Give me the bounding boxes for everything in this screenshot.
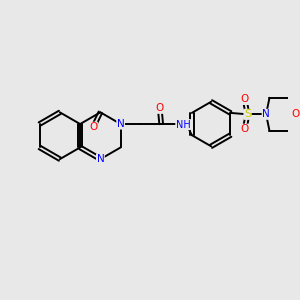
- Text: O: O: [241, 94, 249, 104]
- Text: N: N: [262, 109, 270, 119]
- Text: O: O: [241, 124, 249, 134]
- Text: O: O: [89, 122, 98, 132]
- Text: S: S: [244, 109, 251, 119]
- Text: N: N: [97, 154, 104, 164]
- Text: O: O: [291, 109, 299, 119]
- Text: NH: NH: [176, 120, 190, 130]
- Text: N: N: [117, 119, 124, 129]
- Text: O: O: [156, 103, 164, 113]
